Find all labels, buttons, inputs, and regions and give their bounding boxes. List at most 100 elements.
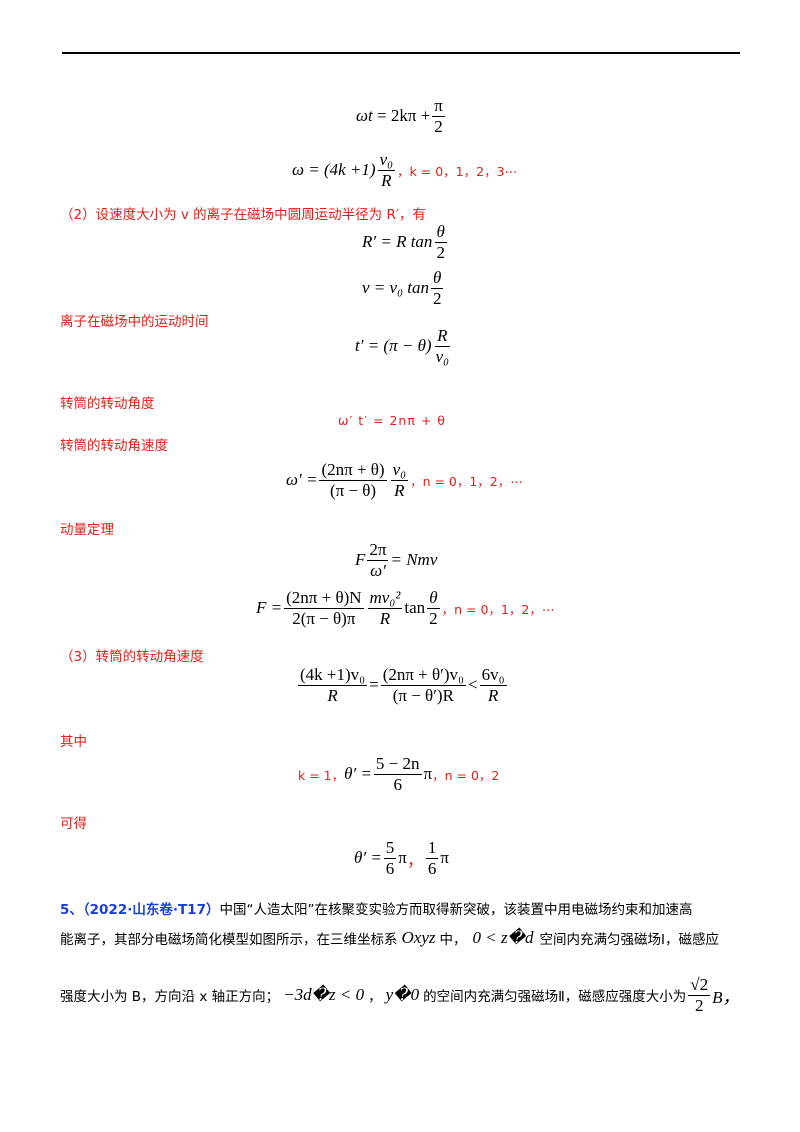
fraction: √2 2 [688,975,711,1015]
numerator: 2π [367,540,389,561]
denominator: ω′ [370,560,386,580]
numerator: θ [427,588,440,609]
denominator: R [379,608,391,628]
eq-lhs: ω = (4k +1) [292,160,376,180]
numerator: v₀ [377,150,396,171]
denominator: R [487,685,499,705]
question-3-text: （3）转筒的转动角速度 [60,649,204,665]
denominator: v₀ [435,346,450,366]
eq-lhs: R′ = R tan [362,232,433,252]
fraction: (4k +1)v₀ R [298,665,368,705]
numerator: 6v₀ [479,665,507,686]
eq-lhs: θ′ = [354,848,382,868]
equation-note: ，n = 0，1，2，⋯ [410,473,523,489]
equals-sign: = [369,675,379,695]
numerator: θ [431,268,444,289]
label-momentum-theorem: 动量定理 [60,522,114,538]
denominator: 6 [393,774,402,794]
denominator: R [327,685,338,705]
problem-5-text: 空间内充满匀强磁场Ⅰ，磁感应 [539,932,719,948]
eq-lhs: F [355,550,366,570]
numerator: R [435,326,450,347]
denominator: 2 [434,116,443,136]
math-inline: Oxyz [401,928,436,947]
equation-omega: ω = (4k +1) v₀ R ，k = 0，1，2，3⋯ [292,150,517,190]
label-where: 其中 [60,734,87,750]
denominator: 6 [385,858,395,878]
equation-condition: k = 1， [298,767,345,783]
numerator: (4k +1)v₀ [298,665,368,686]
problem-5-text: 中， [439,932,467,948]
problem-5-text: 的空间内充满匀强磁场Ⅱ，磁感应强度大小为 [423,989,687,1006]
denominator: (π − θ′)R [392,685,454,705]
pi-symbol: π [423,764,433,784]
pi-symbol: π [398,848,407,868]
fraction: (2nπ + θ′)v₀ (π − θ′)R [380,665,466,705]
pi-symbol: π [440,848,449,868]
math-inline: 0 < z�d [472,928,534,947]
problem-5-text: 强度大小为 B，方向沿 x 轴正方向； [60,989,280,1006]
fraction: mv₀² R [367,588,403,628]
less-than-sign: < [467,675,478,695]
equation-angle: ω′ t′ = 2nπ + θ [338,413,446,428]
numerator: 5 − 2n [373,754,422,775]
numerator: (2nπ + θ)N [284,588,364,609]
math-inline: y�0 [385,985,420,1005]
denominator: 2 [432,288,442,308]
separator: ， [406,850,424,870]
equation-momentum: F 2π ω′ = Nmv [355,540,437,580]
problem-5-text: 能离子，其部分电磁场简化模型如图所示，在三维坐标系 [60,932,398,948]
denominator: 6 [427,858,437,878]
equation-theta-prime: k = 1， θ′ = 5 − 2n 6 π ，n = 0，2 [298,754,499,794]
eq-lhs: ω′ = [286,470,318,490]
eq-lhs: v = v₀ tan [362,278,429,298]
numerator: v₀ [390,460,409,481]
label-result: 可得 [60,816,87,832]
equation-note: ，n = 0，1，2，⋯ [441,601,555,617]
label-motion-time: 离子在磁场中的运动时间 [60,314,209,330]
eq-rhs: = 2kπ + [376,106,431,126]
eq-lhs: θ′ = [344,764,372,784]
tan-function: tan [404,598,426,618]
fraction: 5 − 2n 6 [373,754,422,794]
equation-note: ，n = 0，2 [432,767,500,783]
equation-omega-prime: ω′ = (2nπ + θ) (π − θ) v₀ R ，n = 0，1，2，⋯ [286,460,523,500]
eq-lhs: F = [256,598,283,618]
equation-inequality: (4k +1)v₀ R = (2nπ + θ′)v₀ (π − θ′)R < 6v₀… [296,665,509,705]
label-angular-velocity: 转筒的转动角速度 [60,438,168,454]
fraction: 2π ω′ [367,540,389,580]
eq-lhs: ωt [356,106,373,126]
fraction: v₀ R [390,460,409,500]
question-2-text: （2）设速度大小为 v 的离子在磁场中圆周运动半径为 R′，有 [60,207,426,223]
numerator: 1 [425,838,439,859]
numerator: √2 [688,975,711,996]
denominator: 2 [436,242,445,262]
denominator: 2 [429,608,438,628]
problem-5-line-2: 能离子，其部分电磁场简化模型如图所示，在三维坐标系 Oxyz 中， 0 < z�… [60,928,719,948]
problem-5-line-3: 强度大小为 B，方向沿 x 轴正方向； −3d�z < 0 ， y�0 的空间内… [60,975,740,1015]
numerator: (2nπ + θ′)v₀ [380,665,466,686]
eq-rhs: = Nmv [390,550,438,570]
problem-5-tag: 5、（2022·山东卷·T17） [60,902,220,918]
equation-note: ，k = 0，1，2，3⋯ [397,163,518,179]
denominator: 2 [694,995,704,1015]
problem-5-line-1: 5、（2022·山东卷·T17）中国“人造太阳”在核聚变实验方而取得新突破，该装… [60,898,692,918]
numerator: π [432,96,445,117]
fraction: (2nπ + θ) (π − θ) [319,460,387,500]
denominator: R [381,170,392,190]
math-inline: −3d�z < 0 [283,985,365,1005]
problem-5-text: 中国“人造太阳”在核聚变实验方而取得新突破，该装置中用电磁场约束和加速高 [219,902,693,918]
fraction: 6v₀ R [479,665,507,705]
eq-lhs: t′ = (π − θ) [355,336,432,356]
